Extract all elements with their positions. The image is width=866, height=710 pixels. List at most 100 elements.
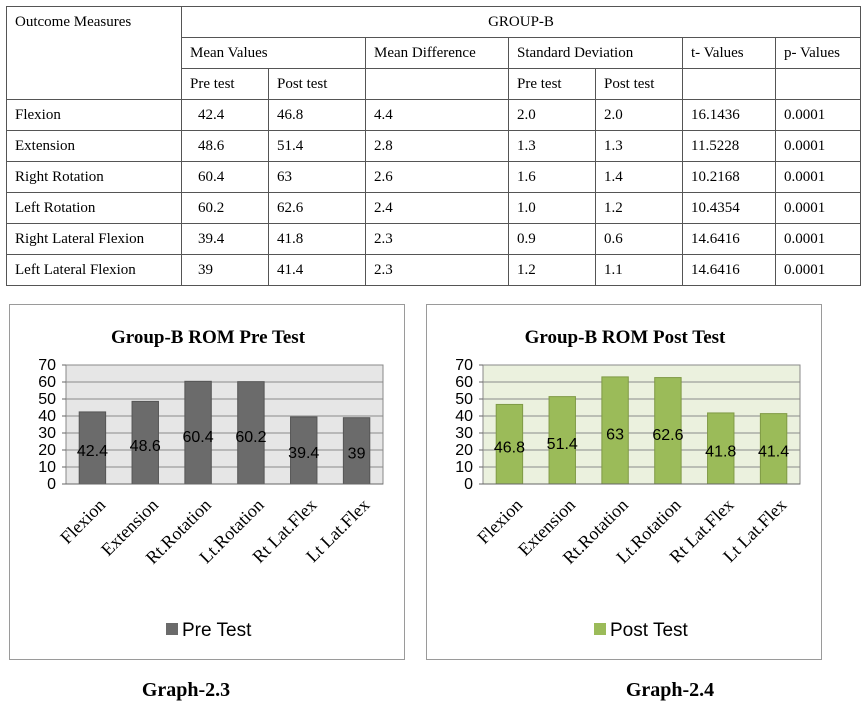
plot-area xyxy=(482,364,801,485)
x-tick-label: Flexion xyxy=(473,495,526,548)
table-cell-sd-post: 1.3 xyxy=(595,130,683,162)
x-tick-label: Flexion xyxy=(56,495,109,548)
table-cell-p: 0.0001 xyxy=(775,223,861,255)
y-tick-label: 50 xyxy=(455,391,473,408)
data-label: 42.4 xyxy=(77,443,108,460)
y-tick-label: 60 xyxy=(455,374,473,391)
table-cell-sd-post: 0.6 xyxy=(595,223,683,255)
bar xyxy=(601,376,629,485)
y-tick-label: 0 xyxy=(464,476,473,493)
table-cell-measure: Left Rotation xyxy=(6,192,182,224)
bar xyxy=(495,403,524,485)
table-cell-measure: Left Lateral Flexion xyxy=(6,254,182,286)
table-cell-p: 0.0001 xyxy=(775,254,861,286)
table-cell-sd-post: 1.1 xyxy=(595,254,683,286)
header-spacer xyxy=(6,37,182,69)
table-cell-post: 62.6 xyxy=(268,192,366,224)
table-cell-pre: 60.4 xyxy=(181,161,269,193)
table-row: Flexion 42.4 46.8 4.4 2.0 2.0 16.1436 0.0001 xyxy=(6,99,861,131)
header-mean-difference: Mean Difference xyxy=(365,37,509,69)
bar xyxy=(759,413,788,485)
legend-label: Post Test xyxy=(610,620,689,641)
plot-area xyxy=(65,364,384,485)
y-tick-label: 30 xyxy=(455,425,473,442)
y-tick-label: 20 xyxy=(38,442,56,459)
table-cell-sd-pre: 0.9 xyxy=(508,223,596,255)
bar xyxy=(707,412,735,485)
data-label: 41.4 xyxy=(758,444,789,461)
data-label: 51.4 xyxy=(547,436,578,453)
table-cell-pre: 42.4 xyxy=(181,99,269,131)
table-cell-sd-post: 1.4 xyxy=(595,161,683,193)
table-cell-diff: 2.6 xyxy=(365,161,509,193)
chart-post-test-panel: Group-B ROM Post Test 0 10 20 30 40 50 60 70 46.8… xyxy=(426,304,822,660)
table-cell-diff: 2.3 xyxy=(365,223,509,255)
table-body: Flexion 42.4 46.8 4.4 2.0 2.0 16.1436 0.0001 Ext… xyxy=(6,99,861,286)
legend-label: Pre Test xyxy=(182,620,252,641)
table-cell-p: 0.0001 xyxy=(775,192,861,224)
data-label: 46.8 xyxy=(494,439,525,456)
header-sd-post: Post test xyxy=(595,68,683,100)
legend-swatch xyxy=(166,623,178,635)
table-cell-sd-post: 2.0 xyxy=(595,99,683,131)
y-tick-label: 60 xyxy=(38,374,56,391)
header-std-dev: Standard Deviation xyxy=(508,37,683,69)
table-cell-post: 51.4 xyxy=(268,130,366,162)
y-tick-label: 40 xyxy=(455,408,473,425)
table-row: Left Rotation 60.2 62.6 2.4 1.0 1.2 10.4354 0.0… xyxy=(6,192,861,224)
table-cell-p: 0.0001 xyxy=(775,130,861,162)
y-tick-label: 10 xyxy=(38,459,56,476)
bar xyxy=(131,400,159,485)
table-cell-pre: 60.2 xyxy=(181,192,269,224)
table-cell-diff: 2.4 xyxy=(365,192,509,224)
data-label: 60.2 xyxy=(235,429,266,446)
results-table: Outcome Measures GROUP-B Mean Values Mea… xyxy=(6,6,861,286)
table-cell-post: 63 xyxy=(268,161,366,193)
y-tick-label: 40 xyxy=(38,408,56,425)
header-spacer xyxy=(6,68,182,100)
table-cell-sd-pre: 1.6 xyxy=(508,161,596,193)
table-cell-diff: 2.3 xyxy=(365,254,509,286)
table-cell-sd-pre: 1.3 xyxy=(508,130,596,162)
table-cell-p: 0.0001 xyxy=(775,161,861,193)
table-cell-pre: 39.4 xyxy=(181,223,269,255)
bar xyxy=(654,377,682,485)
caption-graph-2-3: Graph-2.3 xyxy=(141,679,231,701)
bar xyxy=(548,396,576,485)
table-cell-measure: Right Rotation xyxy=(6,161,182,193)
table-cell-t: 11.5228 xyxy=(682,130,776,162)
bar xyxy=(78,411,107,485)
table-cell-t: 14.6416 xyxy=(682,254,776,286)
header-t-values: t- Values xyxy=(682,37,776,69)
header-pre-test: Pre test xyxy=(181,68,269,100)
y-tick-label: 30 xyxy=(38,425,56,442)
data-label: 39 xyxy=(348,446,366,463)
table-cell-t: 14.6416 xyxy=(682,223,776,255)
table-cell-measure: Flexion xyxy=(6,99,182,131)
bar xyxy=(184,380,212,485)
header-post-test: Post test xyxy=(268,68,366,100)
y-tick-label: 70 xyxy=(455,357,473,374)
table-row: Left Lateral Flexion 39 41.4 2.3 1.2 1.1 14.64… xyxy=(6,254,861,286)
header-empty xyxy=(775,68,861,100)
table-cell-sd-pre: 1.0 xyxy=(508,192,596,224)
bar xyxy=(342,417,371,485)
data-label: 63 xyxy=(606,427,624,444)
header-group: GROUP-B xyxy=(181,6,861,38)
table-cell-p: 0.0001 xyxy=(775,99,861,131)
header-empty xyxy=(682,68,776,100)
table-row: Right Rotation 60.4 63 2.6 1.6 1.4 10.2168 0.00… xyxy=(6,161,861,193)
data-label: 48.6 xyxy=(130,438,161,455)
table-header-row: Mean Values Mean Difference Standard Dev… xyxy=(6,37,861,69)
chart-title: Group-B ROM Post Test xyxy=(525,327,726,348)
table-cell-measure: Extension xyxy=(6,130,182,162)
caption-graph-2-4: Graph-2.4 xyxy=(625,679,715,701)
table-cell-measure: Right Lateral Flexion xyxy=(6,223,182,255)
table-row: Right Lateral Flexion 39.4 41.8 2.3 0.9 0.6 14… xyxy=(6,223,861,255)
y-tick-label: 50 xyxy=(38,391,56,408)
table-cell-t: 16.1436 xyxy=(682,99,776,131)
chart-pre-test-panel: Group-B ROM Pre Test 0 10 20 30 40 50 60 70 42.4 F… xyxy=(9,304,405,660)
table-cell-sd-pre: 2.0 xyxy=(508,99,596,131)
